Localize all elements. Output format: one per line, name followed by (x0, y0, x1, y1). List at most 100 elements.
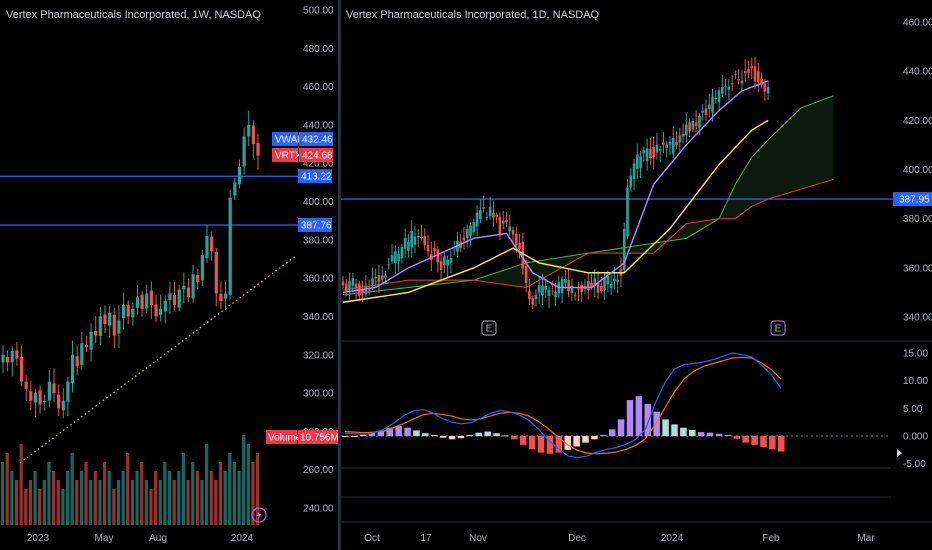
vrtx-value: 424.68 (302, 151, 333, 162)
time-tick-label: 17 (420, 533, 432, 544)
candle-body (668, 141, 672, 145)
candle-body (377, 275, 381, 283)
candle-body (685, 124, 688, 136)
candle-body (465, 228, 469, 238)
candle-body (47, 381, 51, 401)
candle-body (737, 79, 740, 81)
volume-bar (242, 435, 246, 525)
candle-body (33, 393, 38, 403)
volume-bar (14, 480, 19, 525)
price-tick-label: 480.00 (303, 44, 334, 55)
candle-body (177, 289, 181, 308)
candle-body (694, 122, 698, 127)
macd-histogram-bar (591, 436, 598, 440)
time-tick-label: Aug (149, 533, 167, 544)
volume-bar (163, 462, 167, 525)
candle-body (704, 108, 708, 116)
price-tick-label: 440.00 (303, 120, 334, 131)
candle-body (364, 285, 368, 295)
time-tick-label: Dec (568, 533, 586, 544)
volume-bar (116, 480, 121, 525)
price-tick-label: 440.00 (903, 67, 932, 78)
candle-body (766, 87, 770, 94)
volume-bar (181, 453, 186, 525)
volume-bar (158, 480, 162, 525)
candle-body (534, 294, 538, 299)
candle-body (251, 125, 255, 145)
candle-body (760, 78, 763, 85)
macd-histogram-bar (368, 432, 376, 436)
volume-bar (223, 471, 227, 525)
macd-histogram-bar (448, 436, 456, 440)
candle-body (675, 142, 678, 145)
weekly-chart-canvas[interactable]: 500.00 480.00 460.00 440.00 420.00 400.00 380.… (0, 0, 338, 550)
vrtx-name-badge (272, 148, 298, 162)
candle-body (423, 236, 427, 246)
candle-body (6, 356, 10, 363)
candle-body (763, 83, 767, 92)
candle-body (380, 275, 384, 280)
macd-histogram-bar (386, 427, 393, 436)
candle-body (394, 251, 397, 263)
macd-histogram-bar (582, 436, 589, 443)
candle-body (616, 279, 619, 282)
time-tick-label: Oct (364, 533, 380, 544)
candle-body (603, 277, 606, 290)
macd-histogram-bar (733, 436, 741, 439)
candle-body (182, 285, 186, 290)
candle-body (351, 278, 355, 286)
macd-histogram-bar (484, 431, 491, 436)
macd-histogram-bar (466, 434, 474, 436)
candle-body (43, 400, 47, 402)
weekly-chart-title: Vertex Pharmaceuticals Incorporated, 1W,… (6, 9, 261, 21)
level-387-value: 387.76 (301, 220, 332, 231)
price-tick-label: 340.00 (303, 312, 334, 323)
macd-histogram-bar (626, 400, 634, 436)
candle-body (84, 344, 89, 348)
candle-body (753, 66, 757, 82)
candle-body (149, 290, 153, 305)
volume-bar (140, 462, 144, 525)
macd-tick-label: 0.000 (903, 432, 928, 443)
volume-bar (1, 462, 5, 525)
candle-body (570, 285, 574, 293)
volume-bar (130, 480, 135, 525)
candle-body (15, 350, 19, 359)
pane-divider[interactable] (338, 0, 341, 550)
candle-body (80, 343, 84, 365)
candle-body (642, 150, 646, 154)
candle-body (367, 290, 371, 293)
candle-body (747, 69, 750, 73)
candle-body (397, 253, 400, 262)
candle-body (228, 197, 232, 295)
candle-body (560, 278, 564, 294)
candle-body (247, 124, 251, 137)
candle-body (407, 242, 410, 251)
daily-chart-pane[interactable]: 460.00 440.00 420.00 400.00 380.00 360.00 340.… (341, 0, 932, 550)
candle-body (707, 104, 711, 110)
price-tick-label: 420.00 (903, 116, 932, 127)
volume-bar (65, 471, 70, 525)
candle-body (38, 390, 42, 405)
macd-histogram-bar (608, 429, 616, 436)
candle-body (511, 229, 515, 235)
candle-body (600, 285, 603, 292)
weekly-chart-pane[interactable]: 500.00 480.00 460.00 440.00 420.00 400.00 380.… (0, 0, 338, 550)
candle-body (528, 291, 531, 299)
candle-body (531, 298, 534, 305)
candle-body (29, 391, 33, 401)
volume-bar (126, 453, 130, 525)
candle-body (492, 212, 495, 218)
candle-body (743, 71, 747, 74)
candle-body (439, 261, 443, 271)
earnings-marker-icon (770, 320, 786, 336)
candle-body (537, 285, 541, 293)
candle-body (518, 242, 521, 250)
candle-body (52, 383, 56, 394)
candle-body (469, 225, 472, 236)
time-tick-label: Mar (857, 533, 875, 544)
daily-chart-title: Vertex Pharmaceuticals Incorporated, 1D,… (346, 9, 600, 21)
daily-chart-canvas[interactable]: 460.00 440.00 420.00 400.00 380.00 360.00 340.… (341, 0, 932, 550)
volume-bar (38, 489, 42, 525)
candle-body (756, 71, 760, 83)
